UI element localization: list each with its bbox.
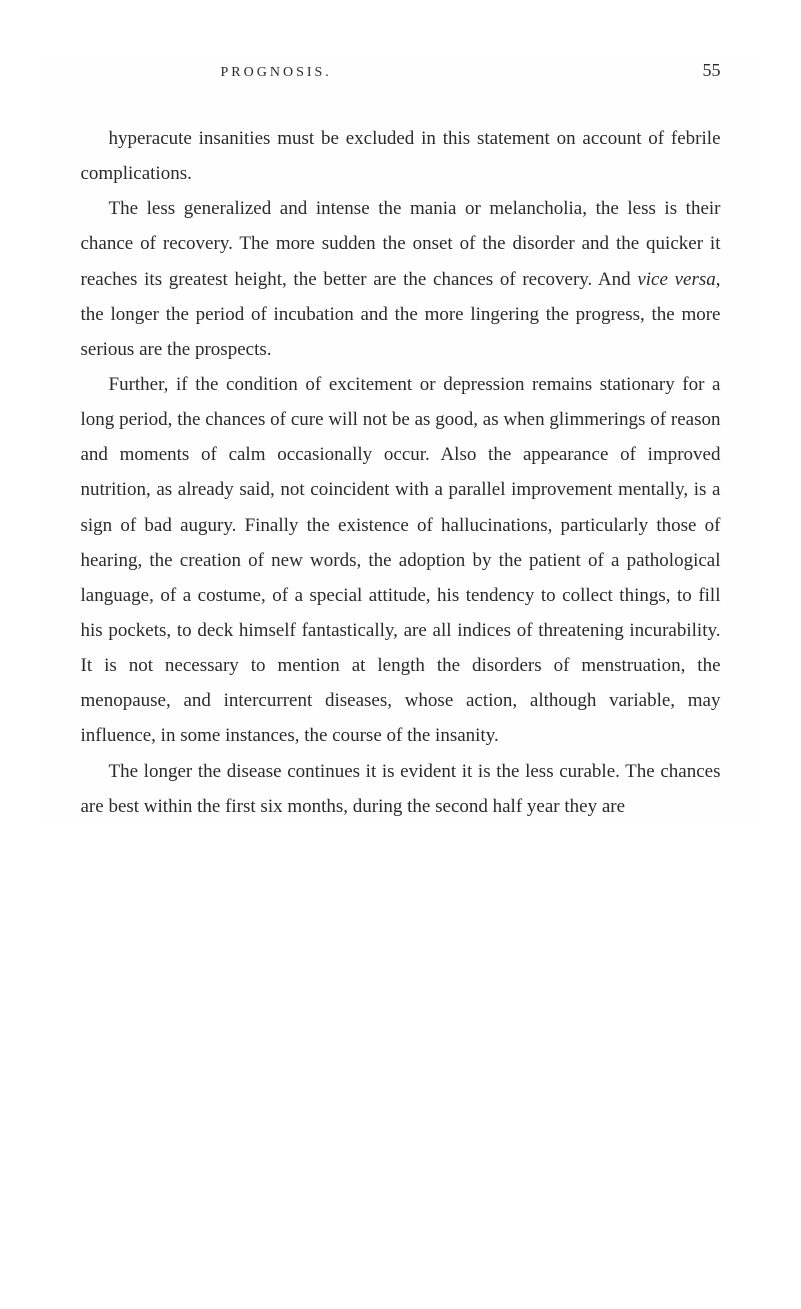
page-container: PROGNOSIS. 55 hyperacute insanities must…: [41, 60, 761, 824]
paragraph-2-italic: vice versa: [637, 269, 715, 290]
paragraph-2-a: The less generalized and intense the man…: [81, 198, 721, 289]
paragraph-4-text: The longer the disease continues it is e…: [81, 761, 721, 817]
header-title: PROGNOSIS.: [221, 65, 332, 81]
paragraph-3-text: Further, if the condition of excitement …: [81, 374, 721, 746]
paragraph-4: The longer the disease continues it is e…: [81, 754, 721, 824]
paragraph-2: The less generalized and intense the man…: [81, 191, 721, 367]
paragraph-3: Further, if the condition of excitement …: [81, 367, 721, 754]
paragraph-1: hyperacute insanities must be excluded i…: [81, 121, 721, 191]
paragraph-1-text: hyperacute insanities must be excluded i…: [81, 128, 721, 184]
body-text: hyperacute insanities must be excluded i…: [41, 121, 761, 824]
page-header: PROGNOSIS. 55: [41, 60, 761, 81]
page-number: 55: [703, 60, 721, 81]
